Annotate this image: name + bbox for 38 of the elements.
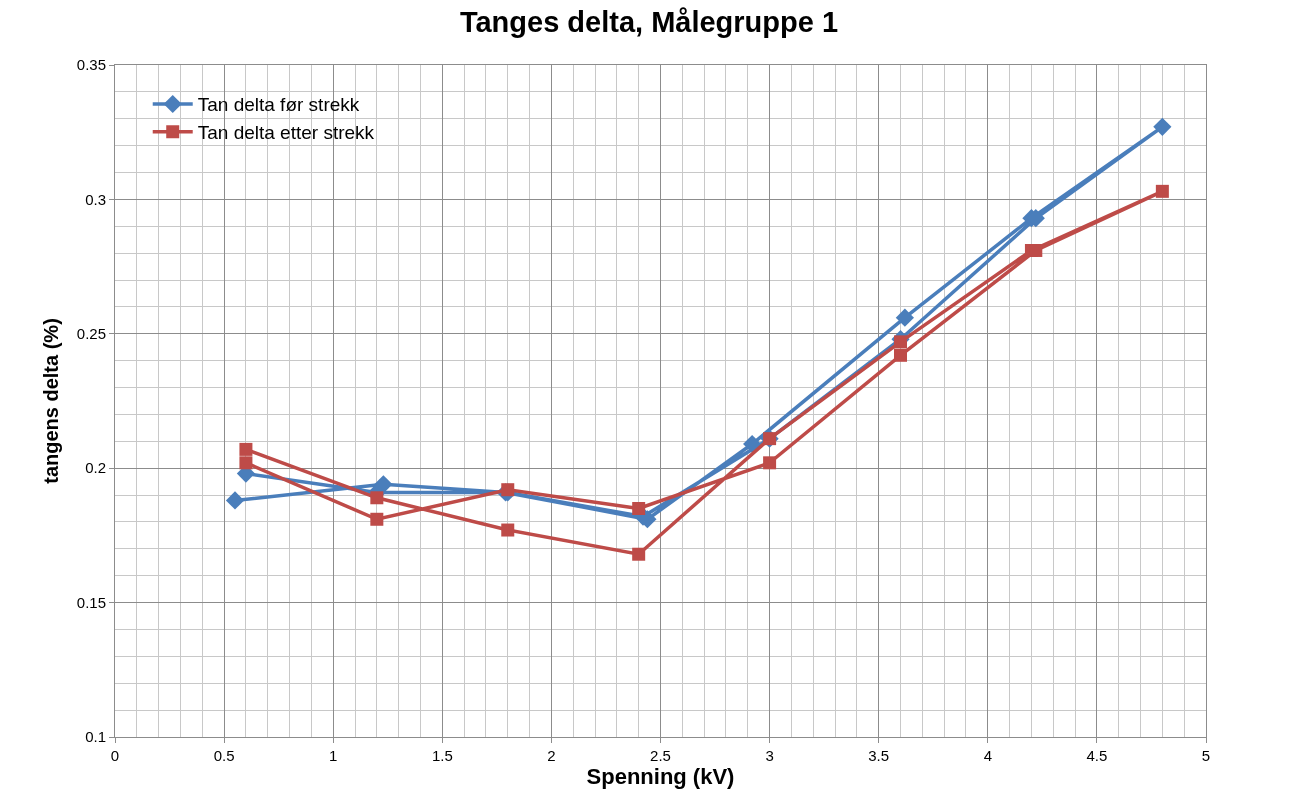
x-tick-label: 2.5 <box>650 747 671 764</box>
y-tick-label: 0.35 <box>76 56 106 74</box>
chart-title: Tanges delta, Målegruppe 1 <box>459 6 839 39</box>
point <box>501 523 515 537</box>
y-tick-label: 0.2 <box>85 459 106 477</box>
x-tick-label: 1.5 <box>431 747 453 764</box>
point <box>239 456 253 470</box>
point <box>239 442 253 456</box>
point <box>894 335 908 349</box>
y-tick-label: 0.25 <box>76 325 106 343</box>
point <box>632 547 646 561</box>
y-tick-label: 0.1 <box>85 728 106 746</box>
y-tick-label: 0.3 <box>85 190 106 208</box>
x-tick-label: 2 <box>547 747 556 764</box>
point <box>895 308 914 327</box>
y-axis-title: tangens delta (%) <box>40 318 63 484</box>
x-tick-label: 0.5 <box>213 747 235 764</box>
x-tick-label: 3.5 <box>868 747 890 764</box>
point <box>763 456 777 470</box>
point <box>1153 117 1172 136</box>
point <box>894 348 908 362</box>
point <box>1155 184 1169 198</box>
point <box>370 491 384 505</box>
x-tick-label: 4.5 <box>1086 747 1108 764</box>
x-axis-title: Spenning (kV) <box>586 764 735 789</box>
point <box>632 502 646 516</box>
x-tick-label: 5 <box>1201 747 1211 764</box>
point <box>501 483 515 497</box>
x-tick-label: 1 <box>329 747 338 764</box>
x-tick-label: 3 <box>765 747 774 764</box>
legend-label: Tan delta etter strekk <box>197 122 375 144</box>
x-tick-label: 0 <box>110 747 120 764</box>
y-tick-label: 0.15 <box>76 593 106 611</box>
x-tick-label: 4 <box>983 747 992 764</box>
point <box>743 434 762 454</box>
point <box>370 512 384 526</box>
point <box>225 491 245 510</box>
legend-label: Tan delta før strekk <box>197 94 360 116</box>
